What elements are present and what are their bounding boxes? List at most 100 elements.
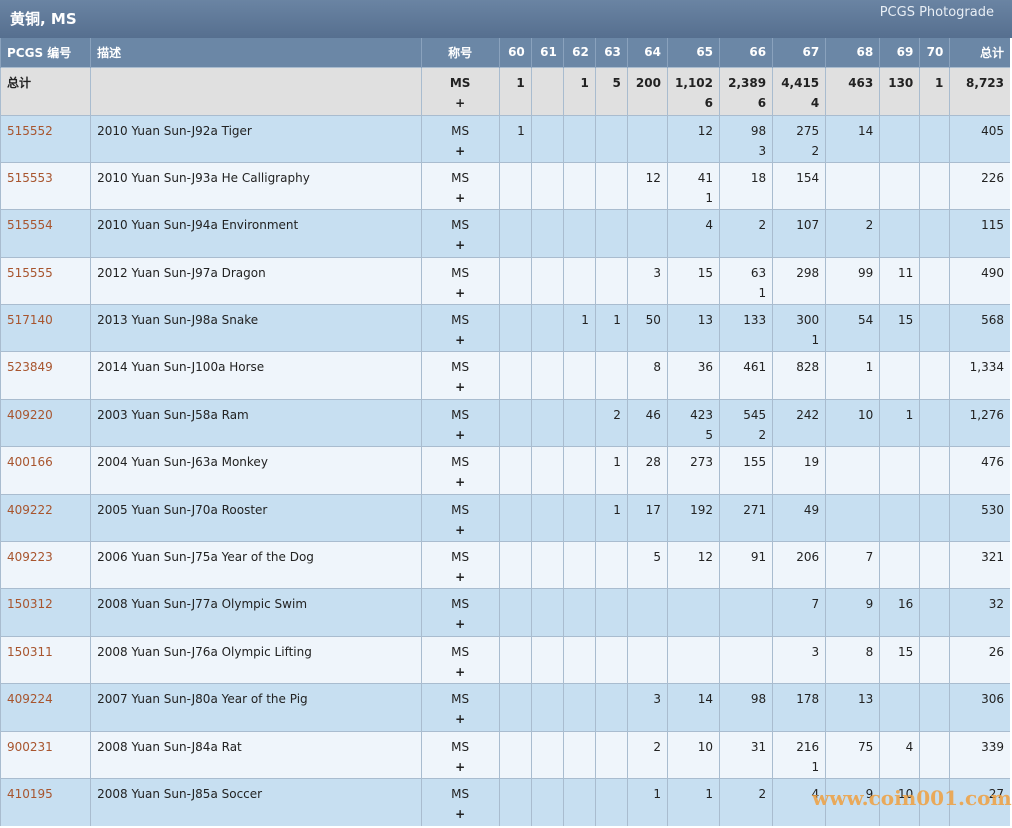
pcgs-id-link[interactable]: 410195 xyxy=(7,786,53,801)
grade: MS xyxy=(451,407,470,422)
pcgs-id-link[interactable]: 409224 xyxy=(7,692,53,707)
id-cell: 150312 xyxy=(0,588,91,637)
desc-cell: 2003 Yuan Sun-J58a Ram xyxy=(90,398,422,447)
grade-plus: + xyxy=(455,333,466,348)
count-cell xyxy=(919,114,950,163)
grade-plus: + xyxy=(455,143,466,158)
sum-cell: 115 xyxy=(949,209,1010,258)
count-cell xyxy=(562,398,596,447)
count-cell: 10 xyxy=(666,730,720,779)
count-cell: 18 xyxy=(719,161,773,210)
description: 2008 Yuan Sun-J84a Rat xyxy=(97,739,242,754)
pcgs-id-link[interactable]: 900231 xyxy=(7,739,53,754)
pcgs-id-link[interactable]: 409222 xyxy=(7,502,53,517)
count: 1 xyxy=(517,123,525,138)
count: 828 xyxy=(796,360,820,375)
id-cell: 515553 xyxy=(0,161,91,210)
pcgs-id-link[interactable]: 517140 xyxy=(7,313,53,328)
grade-cell: MS + xyxy=(420,114,500,163)
count-cell: 1 xyxy=(919,66,950,115)
title: 黄铜, MS xyxy=(10,10,77,28)
count-cell xyxy=(919,161,950,210)
count-cell xyxy=(498,161,532,210)
sum: 27 xyxy=(988,786,1004,801)
count: 98 xyxy=(750,692,767,707)
sum: 8,723 xyxy=(966,75,1004,90)
sum-cell: 306 xyxy=(949,683,1010,732)
pcgs-id-link[interactable]: 523849 xyxy=(7,360,53,375)
count-cell xyxy=(594,635,628,684)
count: 2,389 xyxy=(728,75,767,90)
count-cell xyxy=(666,635,720,684)
count: 242 xyxy=(796,407,820,422)
count-cell: 10 xyxy=(879,777,920,826)
description: 2005 Yuan Sun-J70a Rooster xyxy=(97,502,268,517)
count: 12 xyxy=(697,123,714,138)
count: 1 xyxy=(613,502,621,517)
count: 8 xyxy=(653,360,661,375)
count-cell xyxy=(562,635,596,684)
count-cell: 133 xyxy=(719,304,773,352)
count: 2 xyxy=(613,407,621,422)
count: 50 xyxy=(645,313,661,328)
pcgs-id-link[interactable]: 515552 xyxy=(7,123,53,138)
column-header: 总计 xyxy=(949,38,1010,67)
desc-cell: 2008 Yuan Sun-J76a Olympic Lifting xyxy=(90,635,422,684)
grade-cell: MS + xyxy=(420,635,500,684)
count-cell xyxy=(562,446,596,495)
count: 15 xyxy=(898,644,914,659)
grade-cell: MS + xyxy=(420,446,500,495)
count: 19 xyxy=(803,455,820,470)
pcgs-id-link[interactable]: 515555 xyxy=(7,265,53,280)
count-cell: 1 xyxy=(825,351,880,400)
count: 1 xyxy=(865,360,874,375)
count: 2 xyxy=(758,218,767,233)
data-row: 409222 2005 Yuan Sun-J70a Rooster MS +1 17 19… xyxy=(0,493,1010,542)
desc-cell: 2008 Yuan Sun-J84a Rat xyxy=(90,730,422,779)
count: 3 xyxy=(653,265,661,280)
count-cell xyxy=(879,209,920,258)
grade: MS xyxy=(451,597,470,612)
pcgs-id-link[interactable]: 515554 xyxy=(7,218,53,233)
count-cell xyxy=(594,351,628,400)
description: 2010 Yuan Sun-J94a Environment xyxy=(97,218,299,233)
grade-cell: MS + xyxy=(420,351,500,400)
count-cell xyxy=(594,114,628,163)
grade-plus: + xyxy=(455,380,466,395)
sum-cell: 27 xyxy=(949,777,1010,826)
count-cell: 2 xyxy=(719,209,773,258)
count: 91 xyxy=(750,550,767,565)
id-cell: 409223 xyxy=(0,541,91,589)
count: 36 xyxy=(697,360,714,375)
pcgs-id-link[interactable]: 409223 xyxy=(7,550,53,565)
grade-plus: + xyxy=(455,617,466,632)
pcgs-id-link[interactable]: 150311 xyxy=(7,644,53,659)
pcgs-id-link[interactable]: 409220 xyxy=(7,407,53,422)
grade-cell: MS + xyxy=(420,730,500,779)
count-cell xyxy=(562,209,596,258)
count: 3 xyxy=(811,644,820,659)
sum: 530 xyxy=(981,502,1004,517)
photograde-link[interactable]: PCGS Photograde xyxy=(879,5,994,20)
data-row: 523849 2014 Yuan Sun-J100a Horse MS +8 36 461… xyxy=(0,351,1010,400)
count: 5 xyxy=(653,550,661,565)
count-cell: 130 xyxy=(879,66,920,115)
grade-cell: MS + xyxy=(420,541,500,589)
grade: MS xyxy=(451,170,470,185)
count-cell: 1 xyxy=(594,304,628,352)
data-row: 400166 2004 Yuan Sun-J63a Monkey MS +1 28 273… xyxy=(0,446,1010,495)
count: 154 xyxy=(796,170,820,185)
pcgs-id-link[interactable]: 515553 xyxy=(7,170,53,185)
pcgs-id-link[interactable]: 150312 xyxy=(7,597,53,612)
sum: 115 xyxy=(981,218,1004,233)
count: 1,102 xyxy=(675,75,714,90)
count: 54 xyxy=(857,313,874,328)
id-cell: 409220 xyxy=(0,398,91,447)
sum: 226 xyxy=(981,170,1004,185)
count-cell: 12 xyxy=(666,541,720,589)
data-row: 517140 2013 Yuan Sun-J98a Snake MS +1 1 50 13 1… xyxy=(0,304,1010,352)
pcgs-id-link[interactable]: 400166 xyxy=(7,455,53,470)
count-cell xyxy=(879,683,920,732)
grade-plus: + xyxy=(455,570,466,585)
count-cell: 8 xyxy=(825,635,880,684)
